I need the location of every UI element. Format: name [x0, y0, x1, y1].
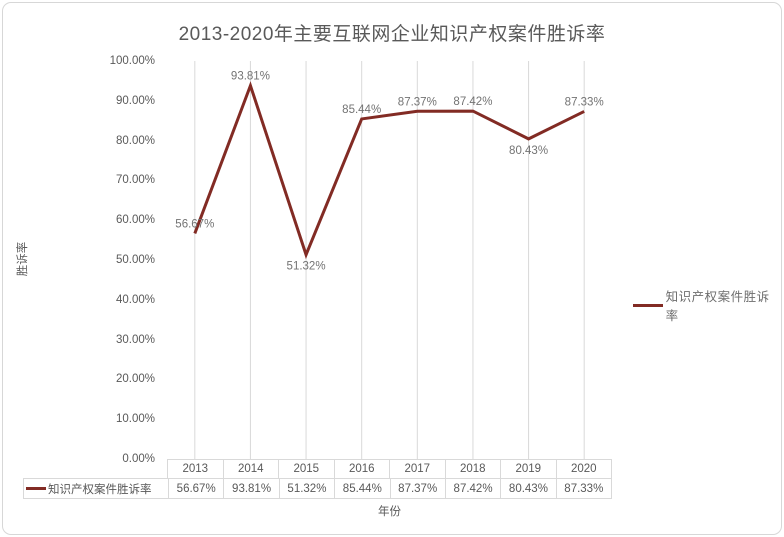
data-table-value-cell: 51.32% [278, 479, 334, 498]
legend: 知识产权案件胜诉率 [633, 286, 781, 324]
y-axis-tick-label: 60.00% [115, 214, 155, 227]
data-label: 51.32% [287, 261, 326, 273]
data-table-year-cell: 2013 [182, 463, 209, 475]
data-table-value-cell: 80.43% [500, 479, 555, 498]
data-label: 87.42% [453, 96, 492, 108]
legend-line-swatch-icon [633, 303, 663, 307]
data-table-year-cell: 2018 [444, 460, 501, 478]
data-table-year-cell: 2014 [222, 460, 279, 478]
data-table-year-cell: 2019 [500, 460, 556, 478]
data-table-year-cell: 2015 [278, 460, 334, 478]
data-table-value-cell: 85.44% [334, 479, 389, 498]
data-label: 87.37% [398, 96, 437, 108]
series-legend-key-icon [26, 487, 46, 490]
legend-label: 知识产权案件胜诉率 [665, 290, 770, 323]
y-axis-labels: 100.00% 90.00% 80.00% 70.00% 60.00% 50.00% 40.… [61, 55, 161, 465]
data-table-value-cell: 93.81% [223, 479, 278, 498]
data-table-year-cell: 2016 [333, 460, 390, 478]
y-axis-tick-label: 40.00% [115, 293, 155, 306]
data-table-header: 2013 2014 2015 2016 2017 2018 2019 2020 [167, 459, 612, 479]
y-axis-tick-label: 20.00% [115, 373, 155, 386]
plot-svg: 56.67% 93.81% 51.32% 85.44% 87.37% 87.42% 80.4… [175, 61, 604, 459]
data-table-series-label: 知识产权案件胜诉率 [24, 479, 168, 498]
y-axis-tick-label: 80.00% [115, 134, 155, 147]
y-axis-tick-label: 50.00% [115, 254, 155, 266]
data-table-year-cell: 2020 [555, 460, 612, 478]
data-label: 85.44% [342, 104, 381, 116]
chart-title: 2013-2020年主要互联网企业知识产权案件胜诉率 [178, 24, 606, 45]
y-axis-title: 胜诉率 [17, 241, 29, 277]
data-table-year-cell: 2017 [389, 460, 445, 478]
y-axis-tick-label: 0.00% [122, 453, 155, 465]
series-line [193, 81, 585, 260]
data-label: 80.43% [509, 145, 548, 157]
y-axis-tick-label: 90.00% [115, 94, 155, 107]
data-label: 87.33% [565, 96, 604, 108]
data-label: 56.67% [175, 218, 214, 230]
data-table-value-cell: 87.42% [444, 479, 500, 498]
series-name: 知识产权案件胜诉率 [48, 483, 152, 496]
data-table-value-cell: 87.33% [555, 479, 611, 498]
data-table-values: 知识产权案件胜诉率 56.67% 93.81% 51.32% 85.44% 87.37%… [23, 478, 612, 499]
y-axis-tick-label: 100.00% [109, 55, 155, 67]
y-axis-tick-label: 30.00% [115, 333, 155, 346]
data-table-value-cell: 56.67% [168, 479, 223, 498]
data-label: 93.81% [231, 71, 270, 83]
y-axis-tick-label: 10.00% [115, 413, 155, 426]
y-axis-tick-label: 70.00% [115, 174, 155, 187]
x-axis-title: 年份 [378, 506, 401, 518]
data-table-value-cell: 87.37% [389, 479, 445, 498]
